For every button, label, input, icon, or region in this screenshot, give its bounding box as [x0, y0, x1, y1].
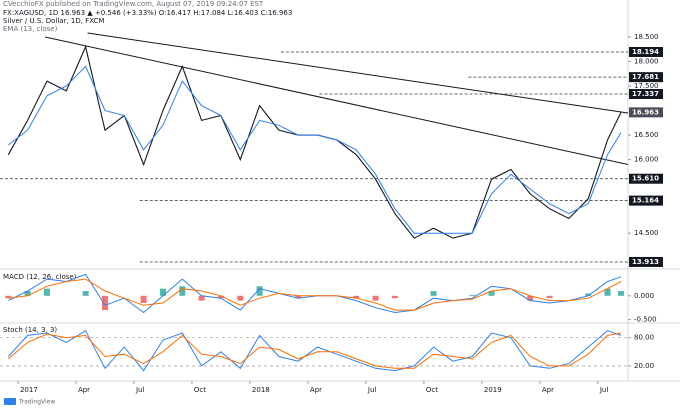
x-tick-label: Jul — [135, 386, 145, 394]
histogram-bar — [237, 295, 244, 301]
histogram-bar — [546, 295, 553, 299]
x-tick-label: 2017 — [20, 386, 38, 394]
ema-legend: EMA (13, close) — [3, 25, 58, 33]
brand: TradingView — [18, 399, 55, 406]
histogram-bar — [217, 295, 224, 299]
histogram-bar — [198, 295, 205, 301]
y-tick-label: 80.00 — [634, 334, 654, 342]
x-tick-label: Jul — [599, 386, 609, 394]
histogram-bar — [604, 288, 611, 296]
y-tick-label: 16.500 — [634, 131, 659, 139]
histogram-bar — [179, 286, 186, 296]
panel-title: Silver / U.S. Dollar, 1D, FXCM — [3, 17, 104, 25]
series-line — [7, 332, 622, 369]
macd-title: MACD (12, 26, close) — [3, 273, 77, 281]
histogram-bar — [101, 295, 108, 311]
level-label: 13.913 — [632, 258, 659, 266]
level-label: 15.164 — [632, 197, 659, 205]
y-tick-label: 18.500 — [634, 33, 659, 41]
x-tick-label: Apr — [310, 386, 322, 394]
histogram-bar — [140, 295, 147, 303]
series-line — [7, 65, 622, 234]
histogram-bar — [430, 291, 437, 296]
histogram-bar — [527, 295, 534, 301]
last-price-label: 16.963 — [632, 108, 659, 116]
level-label: 18.194 — [632, 48, 659, 56]
histogram-bar — [82, 291, 89, 296]
x-tick-label: 2019 — [484, 386, 502, 394]
histogram-bar — [618, 291, 625, 296]
last-price-box — [629, 107, 663, 118]
y-tick-label: 17.500 — [634, 82, 659, 90]
level-label: 17.337 — [632, 90, 659, 98]
histogram-bar — [488, 291, 495, 296]
stoch-title: Stoch (14, 3, 3) — [3, 326, 57, 334]
histogram-bar — [391, 295, 398, 299]
histogram-bar — [256, 286, 263, 296]
level-label: 17.681 — [632, 73, 659, 81]
histogram-bar — [159, 288, 166, 296]
x-tick-label: Oct — [426, 386, 438, 394]
x-tick-label: Oct — [194, 386, 206, 394]
level-label-box — [629, 72, 663, 83]
level-label-box — [629, 46, 663, 57]
logo-icon — [4, 398, 16, 405]
level-label-box — [629, 173, 663, 184]
level-label: 15.610 — [632, 175, 659, 183]
publisher: CVecchioFX published on TradingView.com,… — [3, 0, 264, 8]
histogram-bar — [469, 294, 476, 296]
x-tick-label: Apr — [542, 386, 554, 394]
trendline — [44, 36, 629, 165]
y-tick-label: -0.500 — [634, 316, 657, 324]
histogram-bar — [295, 295, 302, 299]
brand-logo: TradingView — [4, 398, 55, 406]
series-line — [8, 278, 622, 311]
series-line — [7, 329, 622, 372]
histogram-bar — [353, 295, 360, 299]
x-tick-label: 2018 — [252, 386, 270, 394]
level-label-box — [629, 195, 663, 206]
symbol-line: FX:XAGUSD, 1D 16.963 ▲ +0.546 (+3.33%) O… — [3, 9, 292, 17]
histogram-bar — [585, 293, 592, 296]
x-tick-label: Apr — [78, 386, 90, 394]
level-label-box — [629, 256, 663, 267]
y-tick-label: 18.000 — [634, 58, 659, 66]
histogram-bar — [372, 295, 379, 301]
trendline — [87, 32, 629, 114]
x-tick-label: Jul — [367, 386, 377, 394]
y-tick-label: 0.000 — [634, 292, 654, 300]
y-tick-label: 16.000 — [634, 156, 659, 164]
level-label-box — [629, 89, 663, 100]
y-tick-label: 20.00 — [634, 362, 654, 370]
y-tick-label: 14.500 — [634, 229, 659, 237]
histogram-bar — [5, 295, 12, 299]
histogram-bar — [43, 288, 50, 296]
histogram-bar — [24, 291, 31, 296]
